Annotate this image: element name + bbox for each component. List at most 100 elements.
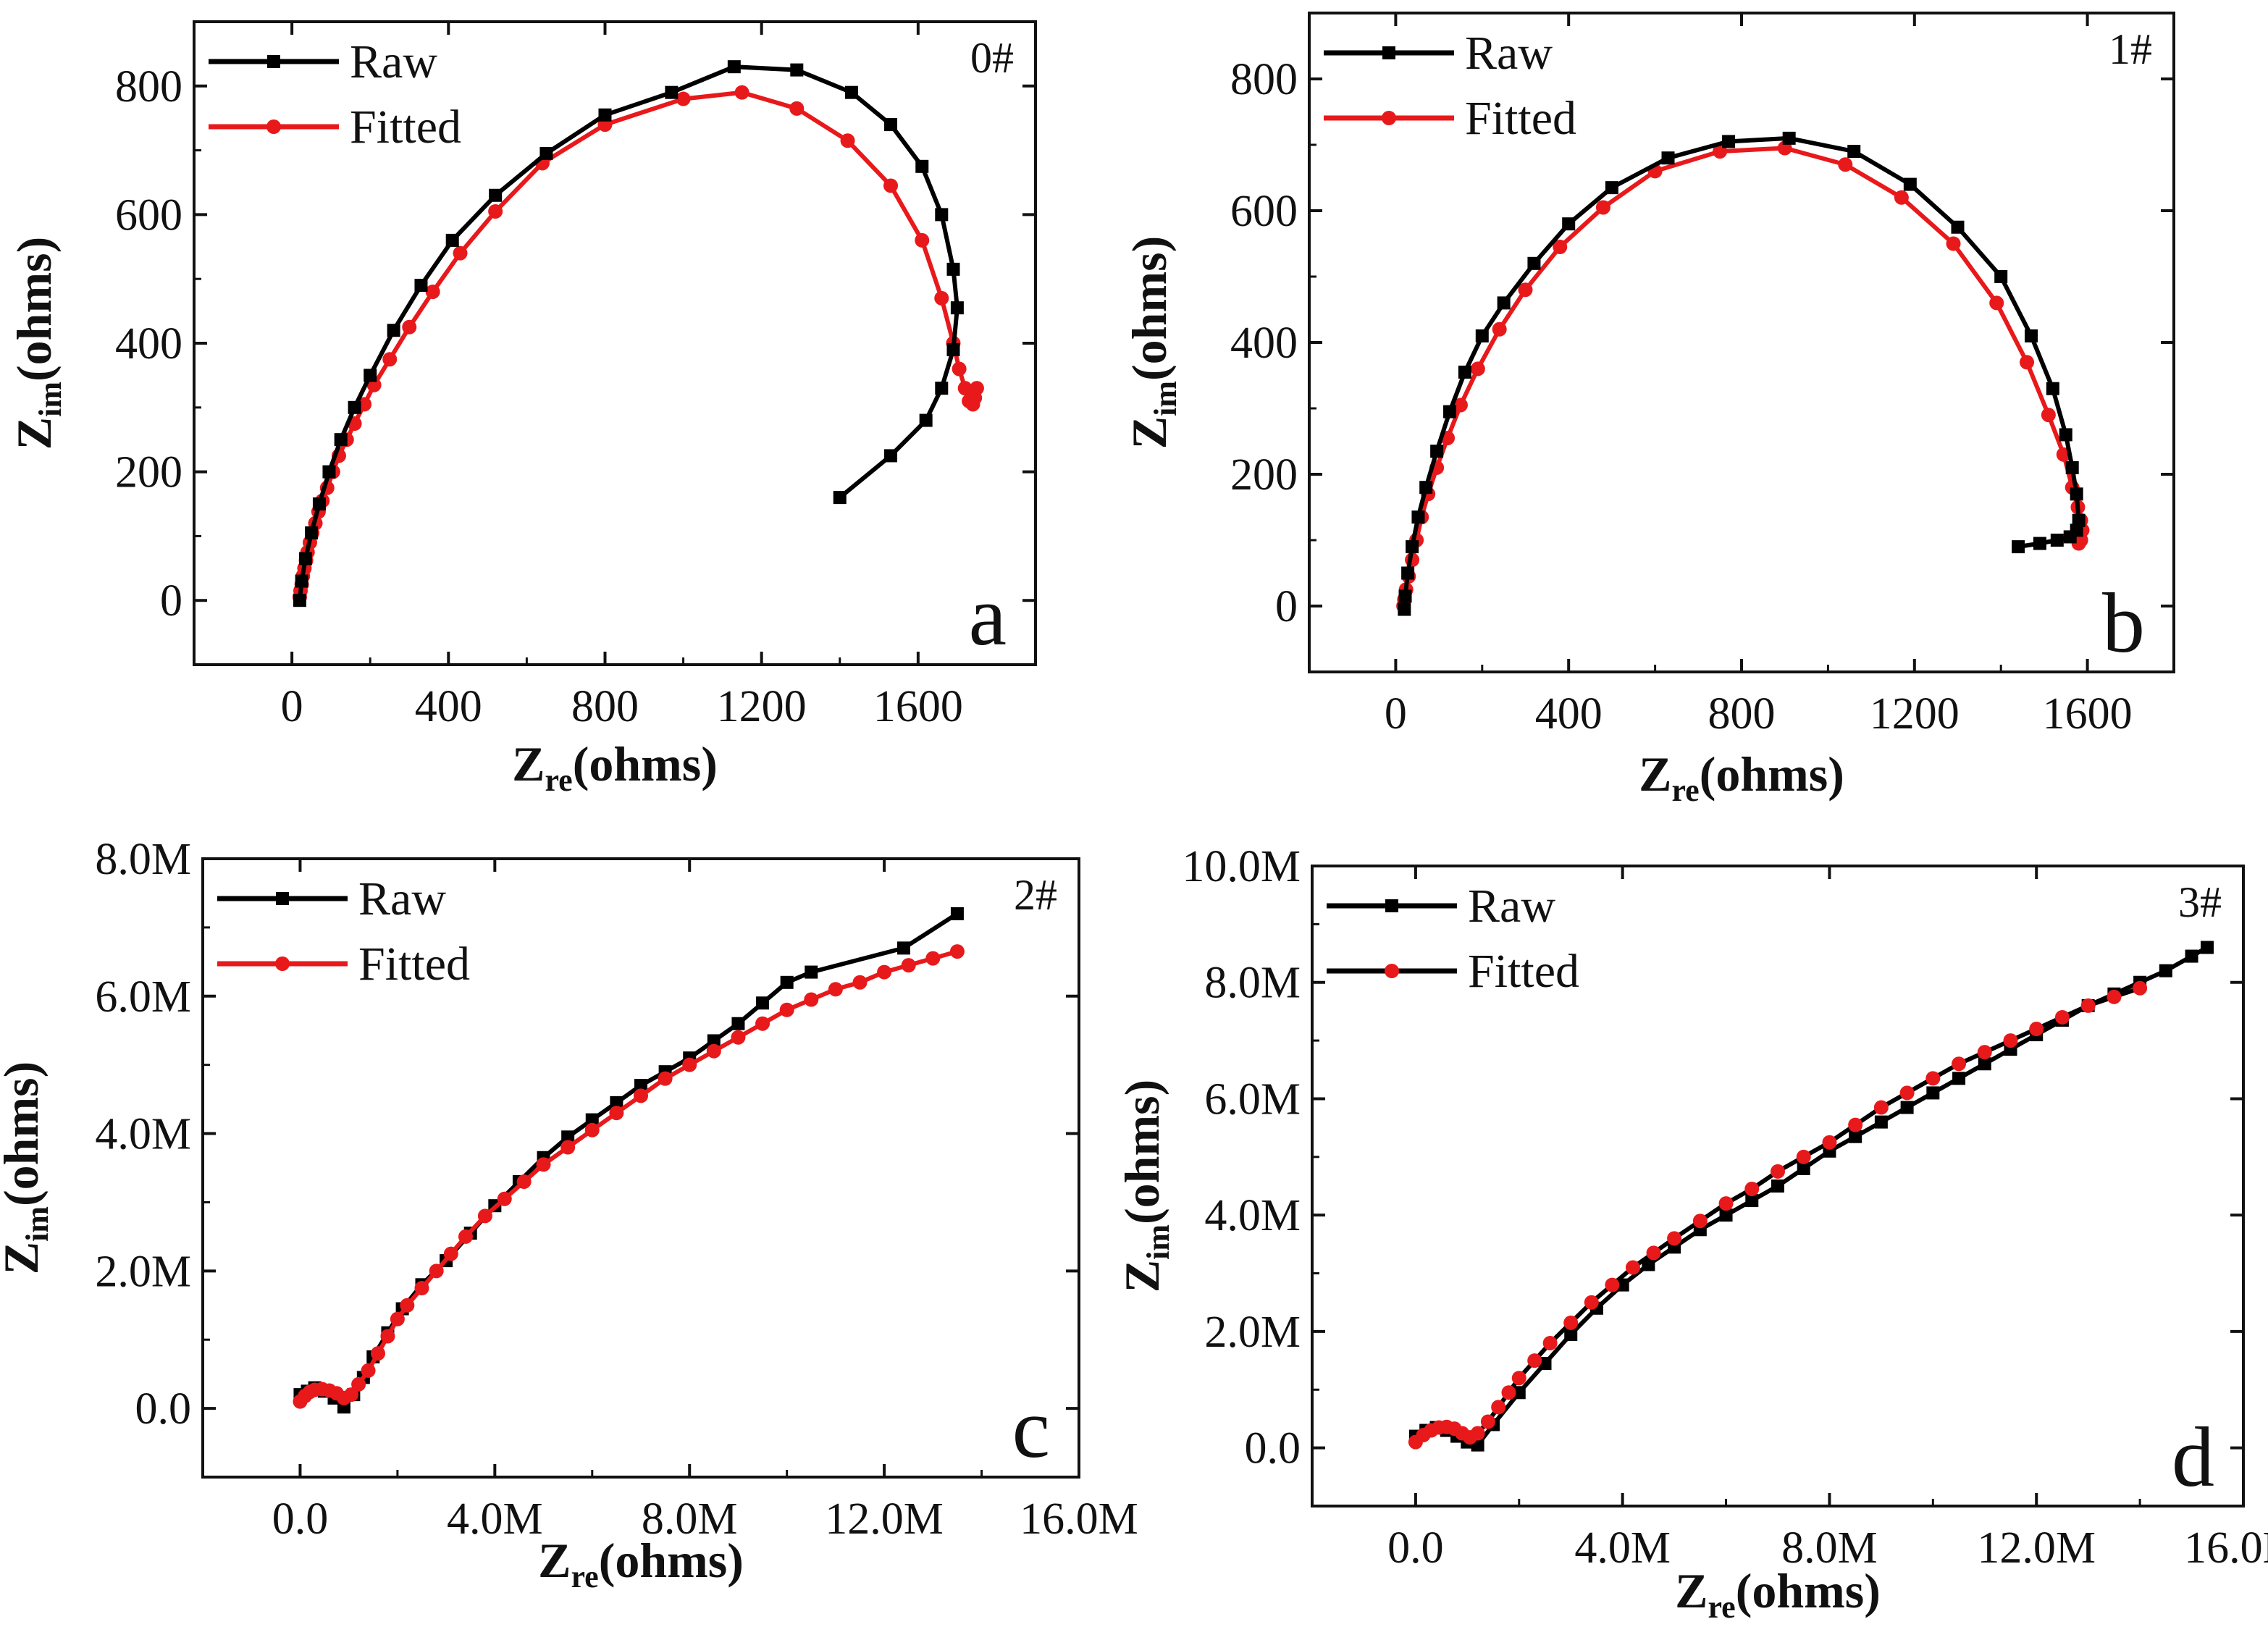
plot-area	[293, 907, 965, 1414]
data-point-raw	[1874, 1115, 1888, 1129]
data-point-fitted	[1838, 157, 1853, 172]
legend-label-fitted: Fitted	[1465, 92, 1576, 145]
data-point-fitted	[361, 1363, 376, 1378]
y-axis-title-sub: im	[33, 382, 68, 417]
x-axis-title-unit: (ohms)	[1736, 1563, 1881, 1618]
data-point-fitted	[731, 1030, 746, 1045]
data-point-raw	[2070, 487, 2083, 501]
plot-frame	[1308, 12, 2175, 673]
x-tick-label: 0.0	[272, 1494, 329, 1544]
data-point-fitted	[371, 1346, 385, 1361]
data-point-raw	[1849, 1130, 1862, 1143]
legend-marker-fitted	[266, 119, 281, 134]
y-tick-label: 0.0	[1245, 1424, 1301, 1473]
data-point-fitted	[1822, 1135, 1837, 1150]
data-point-fitted	[883, 178, 899, 193]
data-point-raw	[1401, 566, 1415, 580]
x-axis-title: Zre(ohms)	[1675, 1563, 1881, 1625]
data-point-raw	[387, 324, 400, 337]
data-point-fitted	[1899, 1085, 1915, 1101]
data-point-raw	[312, 497, 326, 510]
y-tick-label: 800	[1230, 55, 1298, 104]
data-point-fitted	[1625, 1260, 1640, 1275]
data-point-fitted	[1848, 1117, 1863, 1132]
legend-label-raw: Raw	[358, 872, 446, 925]
data-point-fitted	[1977, 1045, 1992, 1060]
data-point-raw	[1952, 1072, 1966, 1085]
y-axis-title-sub: im	[1141, 1224, 1176, 1260]
data-point-fitted	[1925, 1071, 1941, 1086]
y-tick-label: 2.0M	[95, 1247, 191, 1296]
panel-letter: c	[1012, 1381, 1050, 1476]
y-axis-title-sub: im	[20, 1206, 55, 1242]
data-point-raw	[539, 147, 553, 161]
data-point-raw	[585, 1113, 599, 1127]
x-tick-label: 0.0	[1387, 1523, 1444, 1573]
x-axis-title-unit: (ohms)	[573, 736, 718, 791]
x-axis-title-unit: (ohms)	[599, 1533, 744, 1588]
data-point-raw	[884, 118, 898, 132]
data-point-fitted	[2041, 408, 2056, 423]
data-point-raw	[305, 526, 319, 539]
data-point-raw	[780, 975, 794, 989]
data-point-raw	[1978, 1057, 1991, 1071]
data-point-fitted	[915, 232, 930, 248]
data-point-fitted	[425, 284, 440, 299]
data-point-fitted	[1595, 200, 1610, 215]
x-axis-title-sub: re	[545, 762, 572, 798]
data-point-raw	[299, 552, 313, 565]
data-point-fitted	[755, 1016, 770, 1031]
data-point-fitted	[380, 1329, 395, 1344]
data-point-raw	[884, 449, 898, 463]
data-point-fitted	[877, 964, 892, 980]
data-point-fitted	[1527, 1353, 1542, 1368]
legend-marker-fitted	[275, 956, 290, 971]
plot-area	[1396, 131, 2090, 616]
y-tick-label: 4.0M	[95, 1110, 191, 1159]
data-point-fitted	[828, 982, 843, 997]
data-point-raw	[731, 1017, 745, 1030]
data-point-fitted	[443, 1246, 458, 1261]
y-axis-title-main: Z	[0, 1242, 49, 1274]
data-point-fitted	[934, 290, 949, 306]
panel-letter: a	[969, 568, 1007, 663]
data-point-raw	[295, 574, 308, 588]
data-point-fitted	[1646, 1245, 1661, 1261]
x-tick-label: 12.0M	[1977, 1523, 2096, 1573]
data-point-raw	[2012, 540, 2025, 554]
data-point-fitted	[2003, 1033, 2018, 1048]
sample-tag: 0#	[970, 34, 1014, 82]
legend-label-raw: Raw	[1468, 880, 1555, 933]
y-axis-title-sub: im	[1148, 381, 1183, 416]
series-line-fitted	[298, 949, 958, 1403]
data-point-fitted	[2107, 989, 2122, 1004]
legend-marker-raw	[267, 55, 280, 68]
data-point-fitted	[1501, 1385, 1516, 1400]
data-point-raw	[1847, 145, 1861, 159]
legend-label-raw: Raw	[350, 35, 437, 88]
y-axis-title: Zim(ohms)	[1122, 236, 1183, 449]
data-point-raw	[1527, 256, 1541, 270]
y-tick-label: 8.0M	[95, 835, 191, 884]
data-point-raw	[2185, 949, 2198, 963]
data-point-fitted	[779, 1002, 794, 1017]
x-axis-title-main: Z	[512, 736, 545, 791]
data-point-raw	[950, 301, 964, 315]
data-point-raw	[364, 369, 377, 382]
data-point-raw	[293, 594, 306, 607]
x-tick-label: 1200	[717, 682, 807, 731]
y-axis-title-unit: (ohms)	[7, 237, 62, 382]
data-point-fitted	[536, 1157, 551, 1172]
data-point-raw	[1782, 131, 1796, 145]
data-point-fitted	[1584, 1295, 1599, 1310]
x-tick-label: 16.0M	[1020, 1494, 1138, 1544]
data-point-fitted	[497, 1191, 512, 1206]
data-point-raw	[1900, 1101, 1914, 1114]
y-axis-title-main: Z	[7, 417, 62, 450]
data-point-raw	[935, 382, 949, 395]
data-point-raw	[1797, 1161, 1810, 1175]
y-tick-label: 8.0M	[1204, 959, 1301, 1008]
data-point-fitted	[344, 1387, 359, 1403]
legend-marker-fitted	[1382, 111, 1396, 125]
